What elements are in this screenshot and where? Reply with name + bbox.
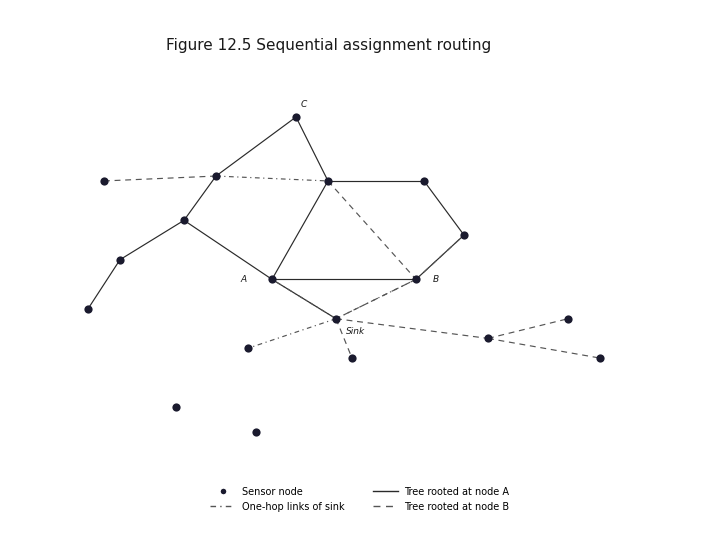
Point bbox=[210, 172, 222, 180]
Point bbox=[266, 275, 278, 284]
Point bbox=[330, 314, 342, 323]
Text: Sink: Sink bbox=[346, 327, 366, 335]
Text: B: B bbox=[433, 275, 439, 284]
Legend: Sensor node, One-hop links of sink, Tree rooted at node A, Tree rooted at node B: Sensor node, One-hop links of sink, Tree… bbox=[206, 482, 514, 517]
Text: C: C bbox=[301, 100, 307, 109]
Point bbox=[410, 275, 422, 284]
Point bbox=[242, 344, 253, 353]
Point bbox=[562, 314, 574, 323]
Point bbox=[170, 403, 181, 411]
Point bbox=[114, 255, 126, 264]
Text: A: A bbox=[241, 275, 247, 284]
Point bbox=[458, 231, 469, 239]
Point bbox=[290, 113, 302, 122]
Point bbox=[482, 334, 494, 343]
Point bbox=[251, 428, 262, 436]
Point bbox=[82, 305, 94, 313]
Text: Figure 12.5 Sequential assignment routing: Figure 12.5 Sequential assignment routin… bbox=[166, 38, 491, 53]
Point bbox=[346, 354, 358, 362]
Point bbox=[418, 177, 430, 185]
Point bbox=[323, 177, 334, 185]
Point bbox=[594, 354, 606, 362]
Point bbox=[98, 177, 109, 185]
Point bbox=[179, 216, 190, 225]
